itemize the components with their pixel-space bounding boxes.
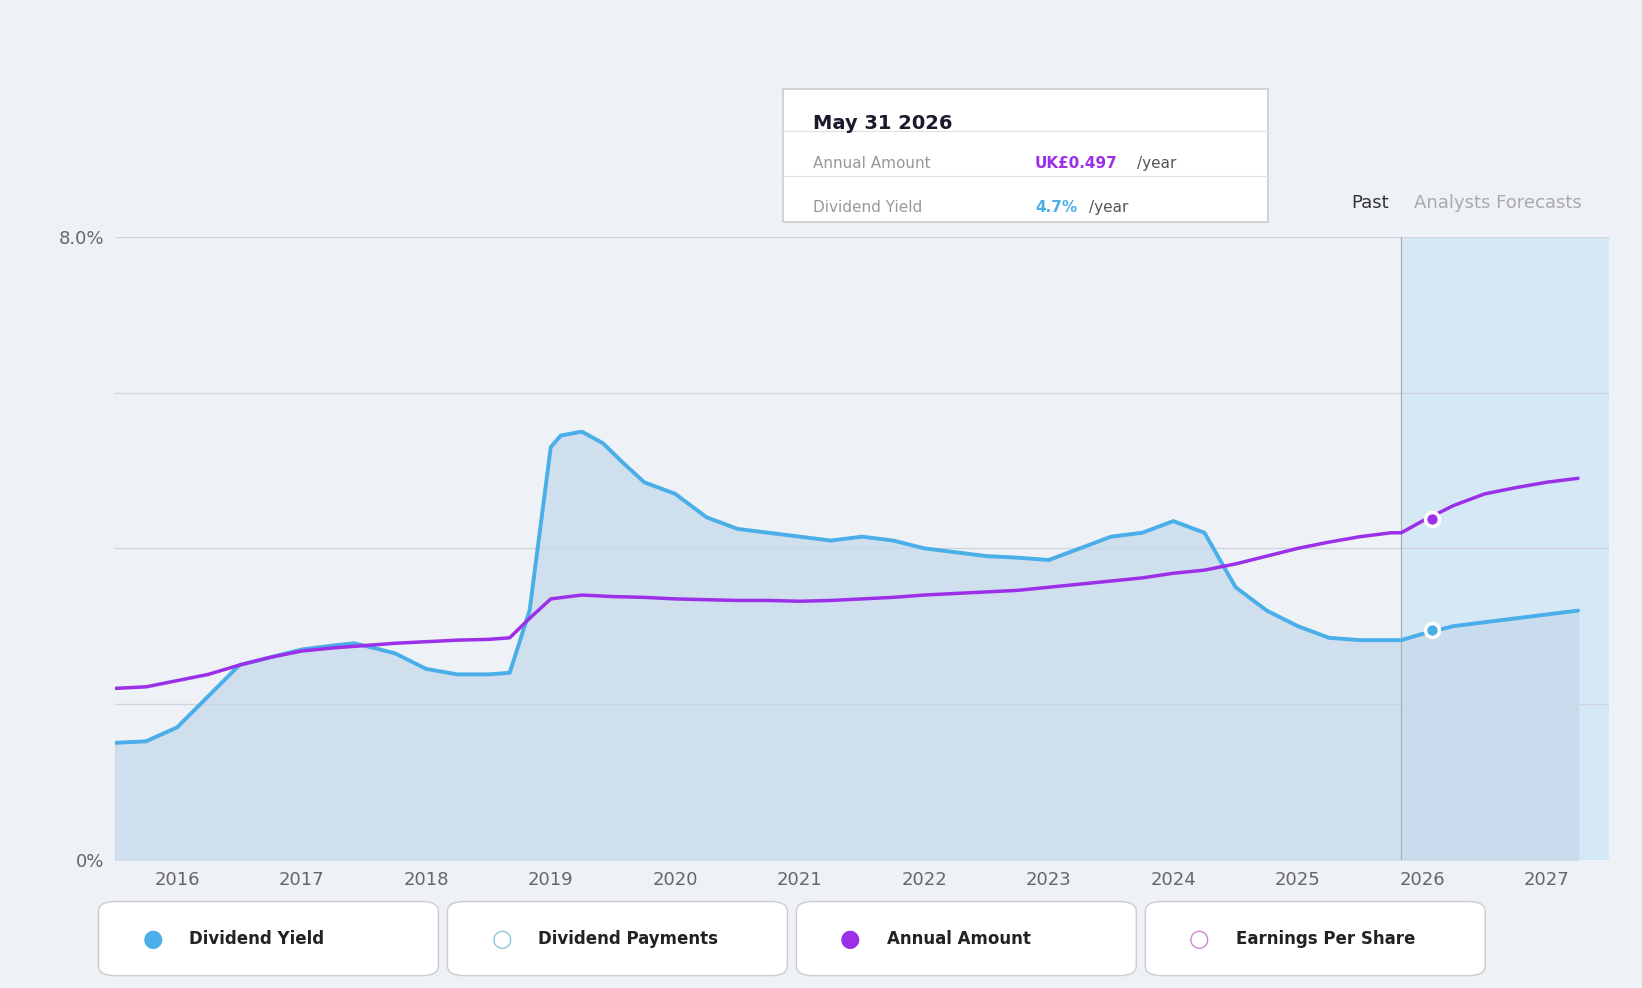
Text: ○: ○ <box>1189 927 1210 950</box>
Bar <box>1401 237 1609 860</box>
Text: Earnings Per Share: Earnings Per Share <box>1235 930 1415 947</box>
Text: Dividend Yield: Dividend Yield <box>189 930 323 947</box>
Text: ●: ● <box>491 927 512 950</box>
Text: /year: /year <box>1136 156 1176 171</box>
Text: Analysts Forecasts: Analysts Forecasts <box>1414 195 1581 212</box>
Text: Annual Amount: Annual Amount <box>887 930 1031 947</box>
Text: 4.7%: 4.7% <box>1034 200 1077 214</box>
Text: /year: /year <box>1089 200 1128 214</box>
Text: May 31 2026: May 31 2026 <box>813 114 952 132</box>
Text: ○: ○ <box>491 927 512 950</box>
Text: Past: Past <box>1351 195 1389 212</box>
Text: ●: ● <box>841 927 860 950</box>
Text: Annual Amount: Annual Amount <box>813 156 931 171</box>
Text: UK£0.497: UK£0.497 <box>1034 156 1118 171</box>
Text: ●: ● <box>143 927 163 950</box>
Text: ●: ● <box>1189 927 1210 950</box>
Text: Dividend Payments: Dividend Payments <box>539 930 718 947</box>
Text: Dividend Yield: Dividend Yield <box>813 200 923 214</box>
